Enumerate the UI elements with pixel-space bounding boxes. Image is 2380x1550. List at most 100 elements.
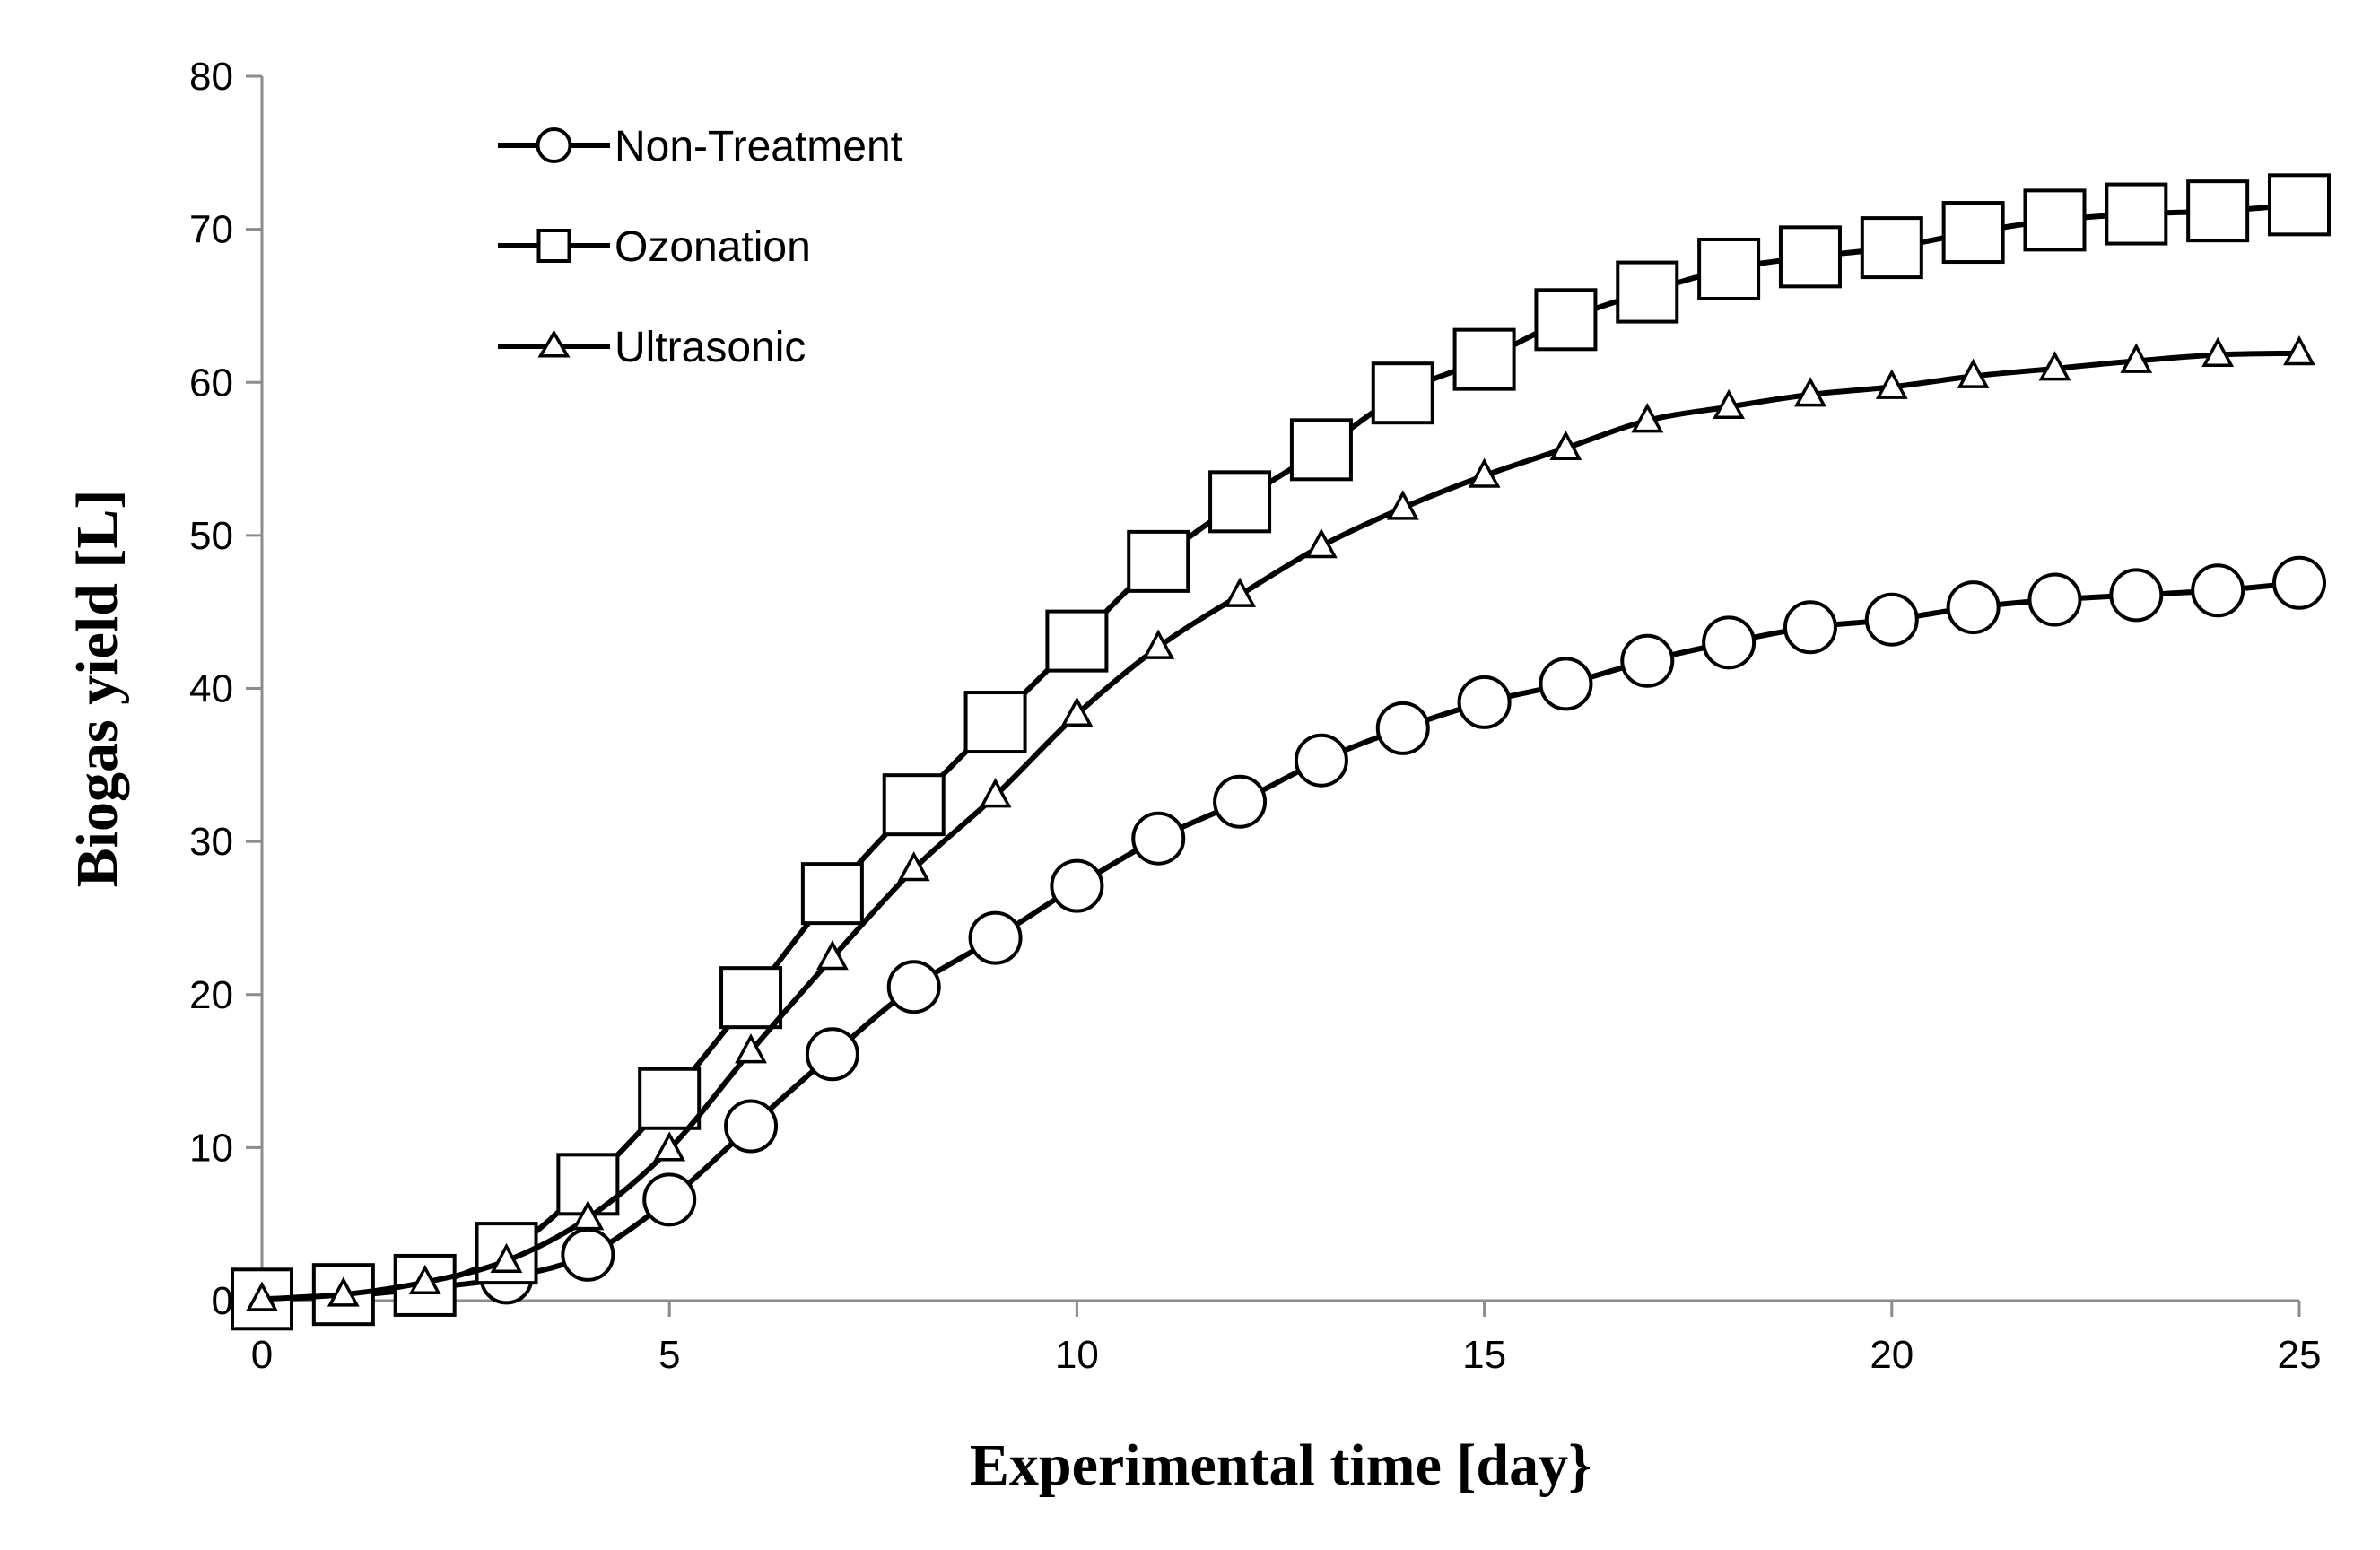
data-point-square <box>1127 529 1190 593</box>
data-point-circle <box>1050 858 1104 913</box>
data-point-square <box>2268 173 2331 237</box>
data-point-circle <box>2109 568 2164 623</box>
data-point-triangle <box>571 1200 605 1231</box>
data-point-circle <box>642 1172 697 1227</box>
tick-labels: 0 10 20 30 40 50 60 70 80 0 5 10 15 20 25 <box>189 55 2321 1377</box>
y-tick-label: 30 <box>189 820 233 864</box>
x-axis-title: Experimental time [day} <box>970 1432 1591 1498</box>
data-point-circle <box>1864 592 1919 647</box>
data-point-triangle <box>1875 369 1908 399</box>
legend-marker-square <box>536 229 571 263</box>
y-tick-label: 20 <box>189 973 233 1017</box>
x-tick-label: 25 <box>2278 1333 2322 1377</box>
data-point-circle <box>1620 633 1675 688</box>
data-point-circle <box>2272 555 2326 610</box>
data-point-circle <box>2191 563 2245 618</box>
data-point-triangle <box>1631 403 1664 433</box>
data-point-triangle <box>2038 351 2071 381</box>
data-point-triangle <box>897 851 930 882</box>
y-axis-title: Biogas yield [L] <box>65 490 130 888</box>
legend-item: Ultrasonic <box>498 324 806 371</box>
data-point-triangle <box>1957 358 1990 388</box>
data-point-triangle <box>1304 528 1338 559</box>
data-point-triangle <box>1468 457 1501 488</box>
data-point-square <box>2186 179 2250 243</box>
legend: Non-Treatment Ozonation Ultrasonic <box>498 123 902 371</box>
data-point-triangle <box>2120 343 2153 373</box>
data-point-square <box>1616 260 1679 324</box>
series-non-treatment <box>235 555 2326 1327</box>
data-point-square <box>1045 609 1109 673</box>
data-point-square <box>2105 182 2168 246</box>
x-tick-label: 5 <box>658 1333 680 1377</box>
y-tick-label: 40 <box>189 667 233 711</box>
data-point-triangle <box>1713 388 1746 420</box>
legend-marker-circle <box>536 127 572 163</box>
y-tick-label: 10 <box>189 1126 233 1170</box>
data-point-circle <box>724 1099 779 1154</box>
y-tick-label: 50 <box>189 514 233 558</box>
data-point-circle <box>1539 657 1593 711</box>
data-point-square <box>719 966 783 1030</box>
data-point-triangle <box>1224 577 1257 607</box>
legend-label: Non-Treatment <box>615 123 902 170</box>
data-point-square <box>638 1067 702 1130</box>
data-point-circle <box>1213 774 1268 829</box>
data-point-triangle <box>815 940 849 971</box>
data-point-circle <box>1375 701 1430 755</box>
data-point-square <box>2023 188 2087 252</box>
data-point-triangle <box>327 1276 360 1307</box>
data-point-circle <box>561 1227 615 1282</box>
data-point-triangle <box>246 1281 278 1311</box>
data-point-triangle <box>1549 430 1582 461</box>
x-tick-label: 10 <box>1055 1333 1099 1377</box>
series-line <box>259 202 2302 1302</box>
legend-item: Non-Treatment <box>498 123 902 170</box>
legend-label: Ozonation <box>615 223 811 271</box>
data-point-square <box>1208 470 1272 534</box>
y-tick-label: 80 <box>189 55 233 99</box>
data-point-circle <box>805 1027 859 1082</box>
data-point-triangle <box>1794 377 1826 407</box>
data-point-triangle <box>490 1242 523 1274</box>
legend-item: Ozonation <box>498 223 811 271</box>
data-point-square <box>1778 225 1842 289</box>
data-point-square <box>882 773 946 837</box>
data-point-circle <box>1457 675 1512 729</box>
y-tick-label: 70 <box>189 208 233 252</box>
data-point-circle <box>968 910 1023 965</box>
data-point-square <box>1941 201 2005 265</box>
data-point-square <box>1534 288 1598 352</box>
data-point-triangle <box>1142 629 1175 659</box>
x-tick-label: 15 <box>1462 1333 1506 1377</box>
data-point-circle <box>1783 600 1837 655</box>
data-point-square <box>1860 216 1923 280</box>
data-point-triangle <box>1386 490 1419 520</box>
data-point-triangle <box>2201 336 2235 367</box>
data-point-circle <box>886 960 941 1014</box>
data-point-circle <box>1702 615 1757 670</box>
data-point-square <box>1452 327 1516 391</box>
x-tick-label: 20 <box>1870 1333 1914 1377</box>
data-point-square <box>1697 237 1761 300</box>
series-ultrasonic <box>246 335 2315 1311</box>
data-point-triangle <box>653 1131 686 1162</box>
data-point-triangle <box>408 1264 441 1294</box>
data-point-square <box>963 691 1027 754</box>
data-point-circle <box>2027 572 2082 627</box>
legend-label: Ultrasonic <box>615 324 806 371</box>
x-tick-label: 0 <box>251 1333 273 1377</box>
legend-marker-triangle <box>537 329 571 358</box>
data-point-triangle <box>1060 696 1094 727</box>
data-point-square <box>1289 418 1353 482</box>
y-tick-label: 60 <box>189 361 233 405</box>
data-point-circle <box>1131 811 1186 866</box>
data-point-circle <box>1294 733 1348 788</box>
data-point-triangle <box>2283 335 2315 366</box>
series-group <box>231 173 2331 1331</box>
data-point-circle <box>1946 580 2001 635</box>
y-tick-label: 0 <box>212 1279 233 1323</box>
data-point-square <box>1371 361 1434 425</box>
